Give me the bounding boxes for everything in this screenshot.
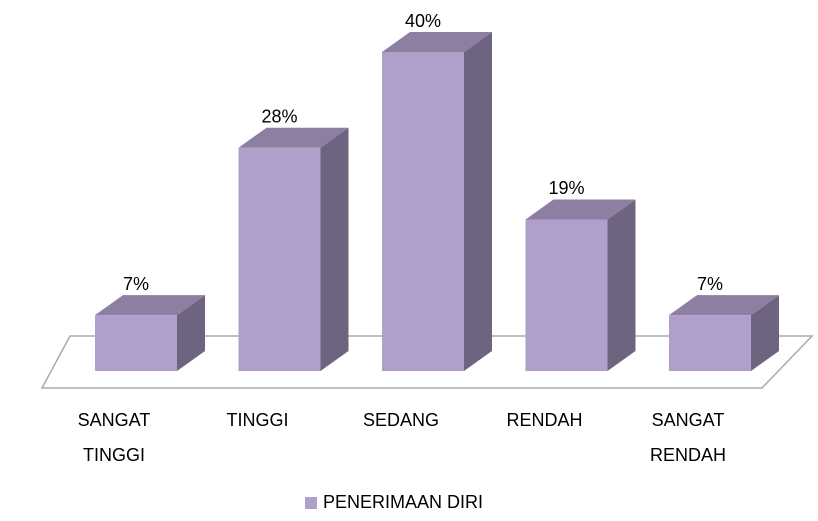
bar bbox=[525, 199, 636, 371]
bar bbox=[238, 127, 349, 371]
bar-top bbox=[95, 295, 205, 316]
legend-swatch bbox=[305, 496, 317, 509]
data-label: 28% bbox=[261, 106, 297, 126]
data-label: 7% bbox=[697, 274, 723, 294]
x-tick-label: SANGAT RENDAH bbox=[649, 410, 726, 465]
bar-top bbox=[525, 199, 636, 220]
bar-front bbox=[669, 315, 751, 371]
bar-front bbox=[238, 147, 321, 371]
x-tick-label: RENDAH bbox=[506, 410, 583, 430]
bar-side bbox=[464, 32, 492, 371]
bar-side bbox=[177, 295, 205, 371]
bar bbox=[669, 295, 779, 371]
floor bbox=[40, 335, 814, 389]
data-label: 7% bbox=[123, 274, 149, 294]
x-tick-label: SEDANG bbox=[362, 410, 440, 430]
bar-top bbox=[669, 295, 779, 316]
x-tick-label: SANGAT TINGGI bbox=[77, 410, 151, 465]
bar-side bbox=[751, 295, 779, 371]
bar-side bbox=[607, 199, 636, 371]
bar-front bbox=[525, 219, 608, 371]
bar-front bbox=[95, 315, 177, 371]
bar-front bbox=[382, 52, 464, 371]
x-tick-label: TINGGI bbox=[226, 410, 289, 430]
legend-label: PENERIMAAN DIRI bbox=[323, 492, 484, 512]
bar-side bbox=[320, 127, 349, 371]
legend: PENERIMAAN DIRI bbox=[305, 492, 483, 513]
data-label: 19% bbox=[548, 178, 584, 198]
bar-top bbox=[382, 32, 492, 52]
bar bbox=[382, 32, 492, 371]
data-label: 40% bbox=[405, 11, 441, 31]
bar-top bbox=[238, 127, 349, 148]
bar bbox=[95, 295, 205, 371]
